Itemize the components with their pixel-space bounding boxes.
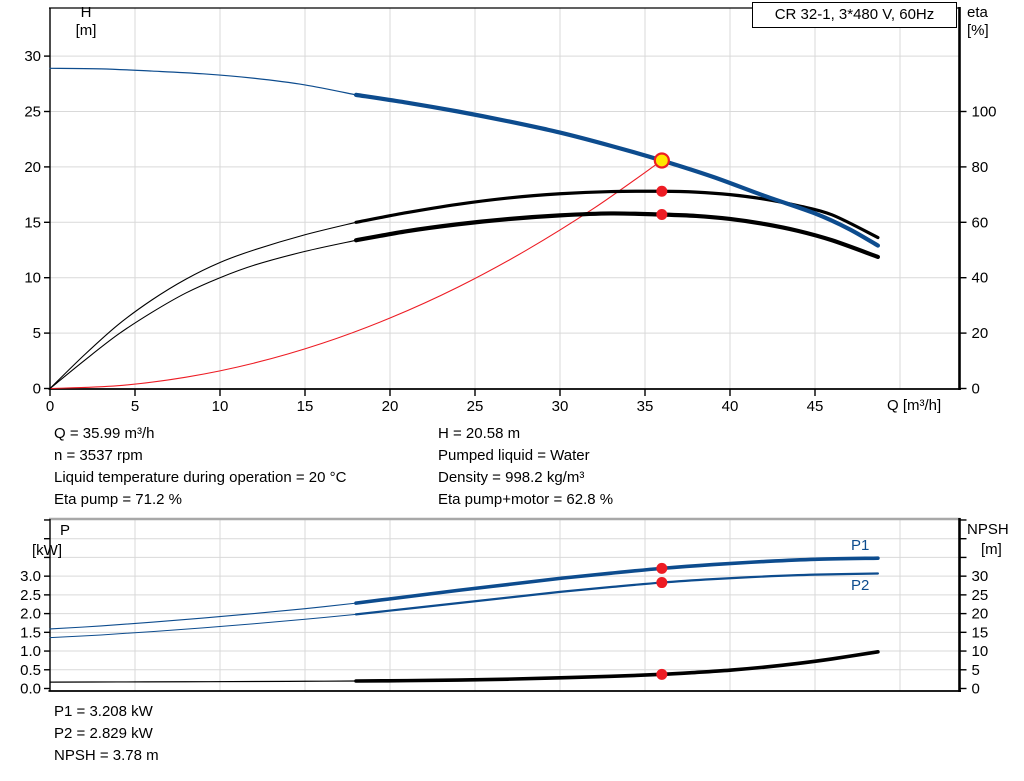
p2-point-marker bbox=[656, 577, 668, 589]
y-right-tick-label: 80 bbox=[972, 159, 989, 176]
pump-title-box: CR 32-1, 3*480 V, 60Hz bbox=[752, 2, 957, 28]
y-left-tick-label: 10 bbox=[24, 270, 41, 287]
y-right-tick-label: 40 bbox=[972, 270, 989, 287]
npsh-axis-unit: [m] bbox=[981, 541, 1002, 558]
y-left-tick-label: 0.0 bbox=[20, 681, 41, 698]
y-left-tick-label: 3.0 bbox=[20, 568, 41, 585]
y-left-tick-label: 5 bbox=[33, 325, 41, 342]
y-left-tick-label: 25 bbox=[24, 104, 41, 121]
info-eta-pump-motor: Eta pump+motor = 62.8 % bbox=[438, 491, 614, 508]
y-right-tick-label: 15 bbox=[972, 624, 989, 641]
y-left-tick-label: 1.0 bbox=[20, 643, 41, 660]
eta-axis-unit: [%] bbox=[967, 22, 989, 39]
y-right-axis-unit-top: eta [%] bbox=[967, 4, 989, 40]
y-left-tick-label: 1.5 bbox=[20, 624, 41, 641]
info-pumped-liquid: Pumped liquid = Water bbox=[438, 447, 590, 464]
duty-point-marker[interactable] bbox=[653, 152, 670, 169]
p-axis-label: P bbox=[60, 522, 71, 539]
p1-curve-label: P1 bbox=[851, 537, 870, 554]
info-p2: P2 = 2.829 kW bbox=[54, 725, 153, 742]
power-info: P1 = 3.208 kW P2 = 2.829 kW NPSH = 3.78 … bbox=[54, 701, 159, 767]
y-right-tick-label: 30 bbox=[972, 568, 989, 585]
duty-info-right: H = 20.58 m Pumped liquid = Water Densit… bbox=[438, 423, 613, 511]
pump-head-curve bbox=[353, 92, 880, 248]
eta-pump-motor-point-marker bbox=[656, 209, 668, 221]
x-tick-label: 10 bbox=[212, 398, 229, 415]
y-left-axis-unit-bottom-1: P bbox=[60, 522, 70, 540]
x-tick-label: 35 bbox=[637, 398, 654, 415]
x-axis-unit: Q [m³/h] bbox=[887, 397, 941, 415]
y-left-tick-label: 0.5 bbox=[20, 662, 41, 679]
x-tick-label: 20 bbox=[382, 398, 399, 415]
pump-title: CR 32-1, 3*480 V, 60Hz bbox=[774, 6, 935, 23]
y-right-tick-label: 60 bbox=[972, 214, 989, 231]
y-left-tick-label: 30 bbox=[24, 48, 41, 65]
system-curve-thin bbox=[49, 159, 663, 390]
info-liquid-temp: Liquid temperature during operation = 20… bbox=[54, 469, 347, 486]
eta-pump-motor-curve bbox=[353, 211, 880, 260]
y-right-tick-label: 10 bbox=[972, 643, 989, 660]
duty-info-left: Q = 35.99 m³/h n = 3537 rpm Liquid tempe… bbox=[54, 423, 346, 511]
y-left-tick-label: 20 bbox=[24, 159, 41, 176]
npsh-curve-thin bbox=[49, 680, 357, 683]
x-tick-label: 30 bbox=[552, 398, 569, 415]
x-tick-label: 0 bbox=[46, 398, 54, 415]
info-npsh: NPSH = 3.78 m bbox=[54, 747, 159, 764]
eta-axis-label: eta bbox=[967, 4, 988, 21]
npsh-axis-label: NPSH bbox=[967, 521, 1009, 538]
x-tick-label: 45 bbox=[807, 398, 824, 415]
y-left-tick-label: 2.5 bbox=[20, 587, 41, 604]
info-speed: n = 3537 rpm bbox=[54, 447, 143, 464]
y-right-axis-unit-bottom-2: [m] bbox=[981, 541, 1002, 559]
info-eta-pump: Eta pump = 71.2 % bbox=[54, 491, 182, 508]
info-q: Q = 35.99 m³/h bbox=[54, 425, 155, 442]
p1-curve-thin bbox=[49, 602, 357, 630]
p-axis-unit: [kW] bbox=[32, 542, 62, 559]
y-left-axis-unit-top: H [m] bbox=[64, 4, 108, 40]
x-tick-label: 25 bbox=[467, 398, 484, 415]
eta-pump-point-marker bbox=[656, 185, 668, 197]
x-tick-label: 40 bbox=[722, 398, 739, 415]
p2-curve bbox=[354, 572, 879, 616]
npsh-curve bbox=[354, 649, 880, 683]
p1-curve bbox=[354, 556, 880, 605]
p1-point-marker bbox=[656, 562, 668, 574]
h-axis-label: H bbox=[80, 4, 92, 21]
y-left-axis-unit-bottom-2: [kW] bbox=[32, 542, 62, 560]
info-head: H = 20.58 m bbox=[438, 425, 521, 442]
y-left-tick-label: 15 bbox=[24, 214, 41, 231]
x-tick-label: 5 bbox=[131, 398, 139, 415]
info-density: Density = 998.2 kg/m³ bbox=[438, 469, 585, 486]
y-right-tick-label: 20 bbox=[972, 325, 989, 342]
h-axis-unit: [m] bbox=[75, 22, 97, 39]
y-right-axis-unit-bottom-1: NPSH bbox=[967, 521, 1009, 539]
y-right-tick-label: 100 bbox=[972, 104, 997, 121]
y-right-tick-label: 0 bbox=[972, 381, 980, 398]
eta-pump-curve-thin bbox=[49, 221, 357, 390]
q-axis-label: Q [m³/h] bbox=[887, 397, 942, 414]
y-left-tick-label: 2.0 bbox=[20, 606, 41, 623]
y-right-tick-label: 20 bbox=[972, 606, 989, 623]
y-right-tick-label: 5 bbox=[972, 662, 980, 679]
p2-curve-thin bbox=[49, 613, 357, 639]
y-right-tick-label: 25 bbox=[972, 587, 989, 604]
npsh-point-marker bbox=[656, 668, 668, 680]
y-right-tick-label: 0 bbox=[972, 681, 980, 698]
x-tick-label: 15 bbox=[297, 398, 314, 415]
info-p1: P1 = 3.208 kW bbox=[54, 703, 153, 720]
pump-head-curve-thin bbox=[49, 67, 357, 96]
p2-curve-label: P2 bbox=[851, 577, 870, 594]
eta-pump-motor-curve-thin bbox=[49, 239, 357, 390]
y-left-tick-label: 0 bbox=[33, 381, 41, 398]
